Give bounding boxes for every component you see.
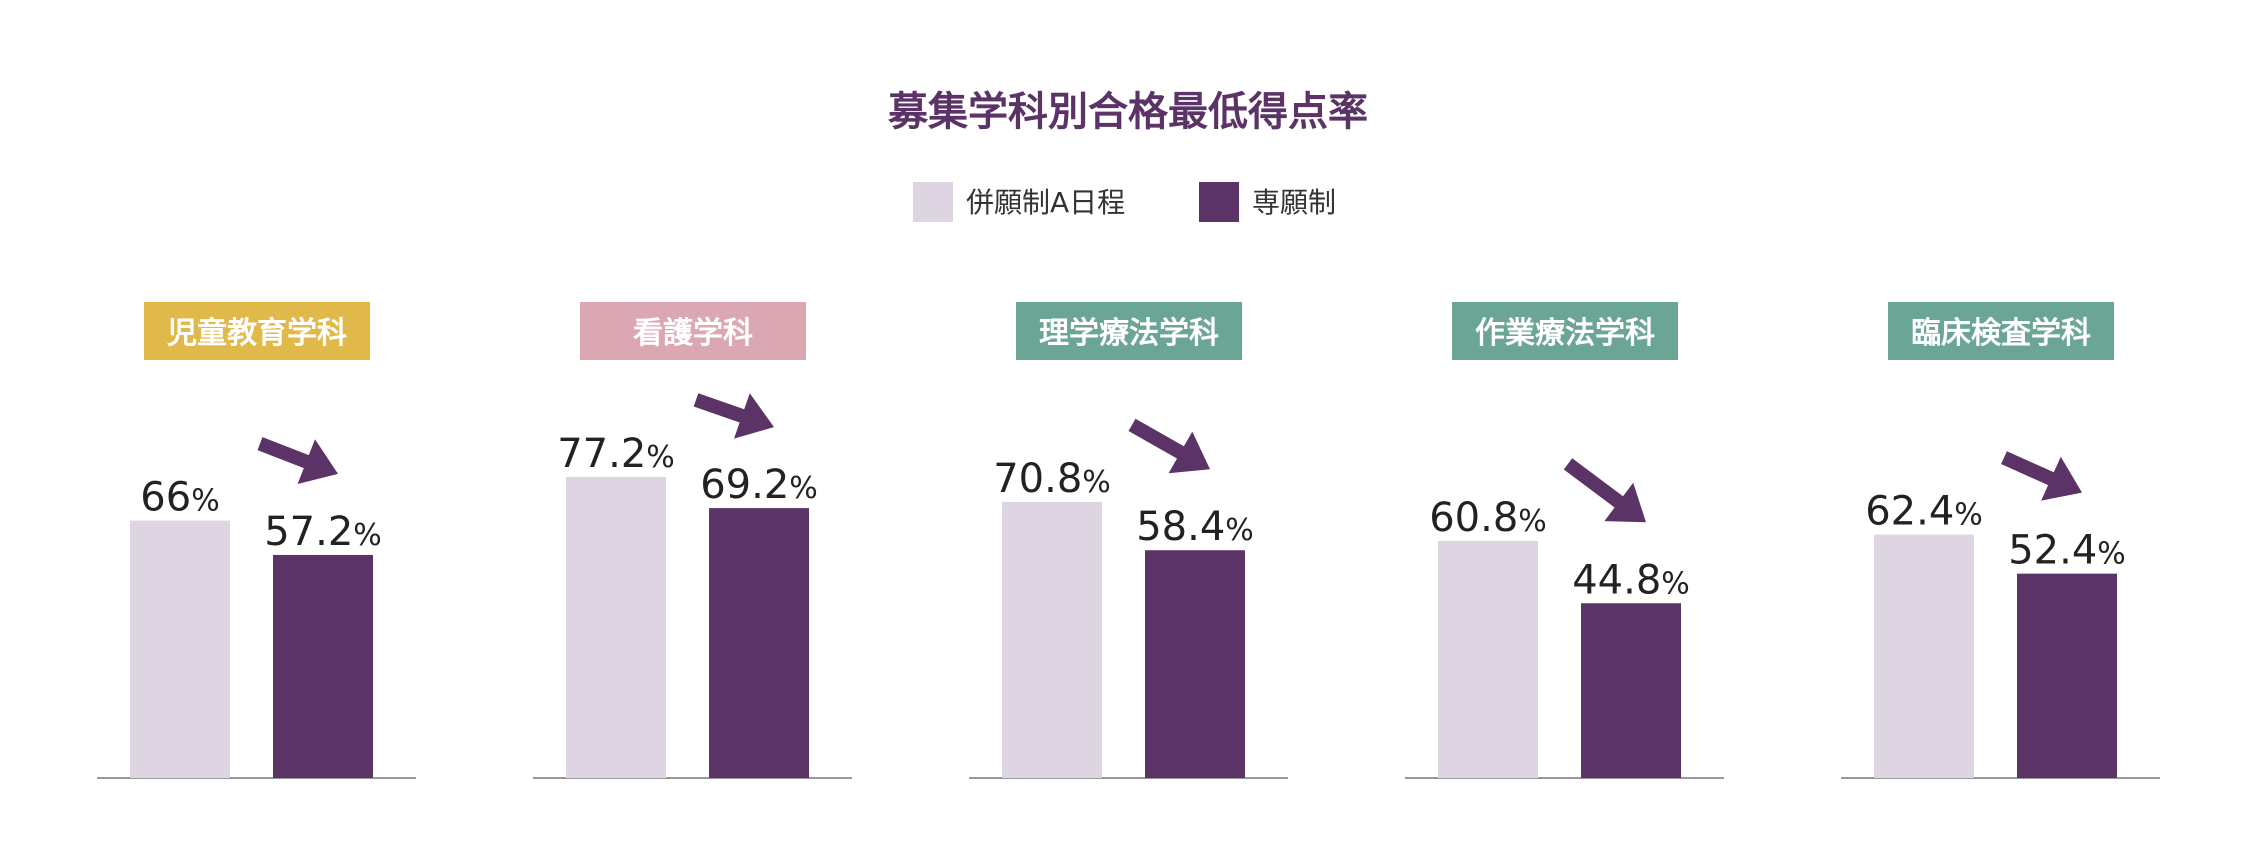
data-label: 52.4% — [2008, 528, 2126, 574]
data-label-value: 70.8 — [993, 456, 1082, 502]
department-label: 看護学科 — [633, 316, 753, 351]
bar-series-b — [273, 554, 373, 778]
bar-series-b — [1581, 603, 1681, 778]
bar-series-b — [2017, 573, 2117, 778]
department-label-box — [1888, 302, 2114, 360]
decline-arrow-icon — [693, 393, 774, 439]
legend: 併願制A日程 専願制 — [913, 182, 1336, 222]
data-label-value: 62.4 — [1865, 489, 1954, 535]
bar-series-a — [1002, 501, 1102, 778]
department-label-box — [144, 302, 370, 360]
data-label-value: 57.2 — [264, 509, 353, 555]
data-label-value: 60.8 — [1429, 495, 1518, 541]
data-label-value: 44.8 — [1572, 557, 1661, 603]
department-label: 児童教育学科 — [167, 316, 347, 351]
bar-groups: 児童教育学科66%57.2%看護学科77.2%69.2%理学療法学科70.8%5… — [97, 302, 2160, 779]
data-label: 69.2% — [700, 462, 818, 508]
data-label-unit: % — [1661, 566, 1690, 601]
data-label-value: 69.2 — [700, 462, 789, 508]
data-label: 57.2% — [264, 509, 382, 555]
data-label: 60.8% — [1429, 495, 1547, 541]
data-label-unit: % — [1518, 504, 1547, 539]
data-label-unit: % — [646, 440, 675, 475]
data-label-unit: % — [191, 484, 220, 519]
data-label-unit: % — [1082, 465, 1111, 500]
bar-series-a — [1438, 540, 1538, 778]
data-label: 70.8% — [993, 456, 1111, 502]
data-label-value: 58.4 — [1136, 504, 1225, 550]
decline-arrow-icon — [257, 437, 338, 484]
decline-arrow-icon — [1563, 458, 1646, 523]
data-label: 44.8% — [1572, 557, 1690, 603]
bar-series-b — [1145, 550, 1245, 778]
data-label-unit: % — [353, 518, 382, 553]
bar-series-a — [566, 476, 666, 778]
legend-label-b: 専願制 — [1252, 186, 1336, 219]
data-label-unit: % — [1954, 498, 1983, 533]
data-label: 62.4% — [1865, 489, 1983, 535]
data-label-unit: % — [789, 471, 818, 506]
bar-series-a — [1874, 534, 1974, 778]
department-label-box — [1016, 302, 1242, 360]
chart-title: 募集学科別合格最低得点率 — [887, 89, 1368, 135]
legend-swatch-a — [913, 182, 953, 222]
department-label: 作業療法学科 — [1475, 316, 1655, 351]
data-label: 58.4% — [1136, 504, 1254, 550]
data-label-value: 52.4 — [2008, 528, 2097, 574]
department-label: 臨床検査学科 — [1911, 316, 2091, 351]
data-label: 77.2% — [557, 431, 675, 477]
department-label-box — [1452, 302, 1678, 360]
legend-label-a: 併願制A日程 — [966, 186, 1125, 219]
bar-series-b — [709, 508, 809, 778]
data-label-unit: % — [2097, 537, 2126, 572]
bar-series-a — [130, 520, 230, 778]
data-label: 66% — [140, 475, 219, 521]
decline-arrow-icon — [1128, 418, 1210, 474]
department-label: 理学療法学科 — [1039, 316, 1219, 351]
department-label-box — [580, 302, 806, 360]
data-label-unit: % — [1225, 513, 1254, 548]
legend-swatch-b — [1199, 182, 1239, 222]
data-label-value: 66 — [140, 475, 191, 521]
data-label-value: 77.2 — [557, 431, 646, 477]
decline-arrow-icon — [2001, 451, 2082, 501]
